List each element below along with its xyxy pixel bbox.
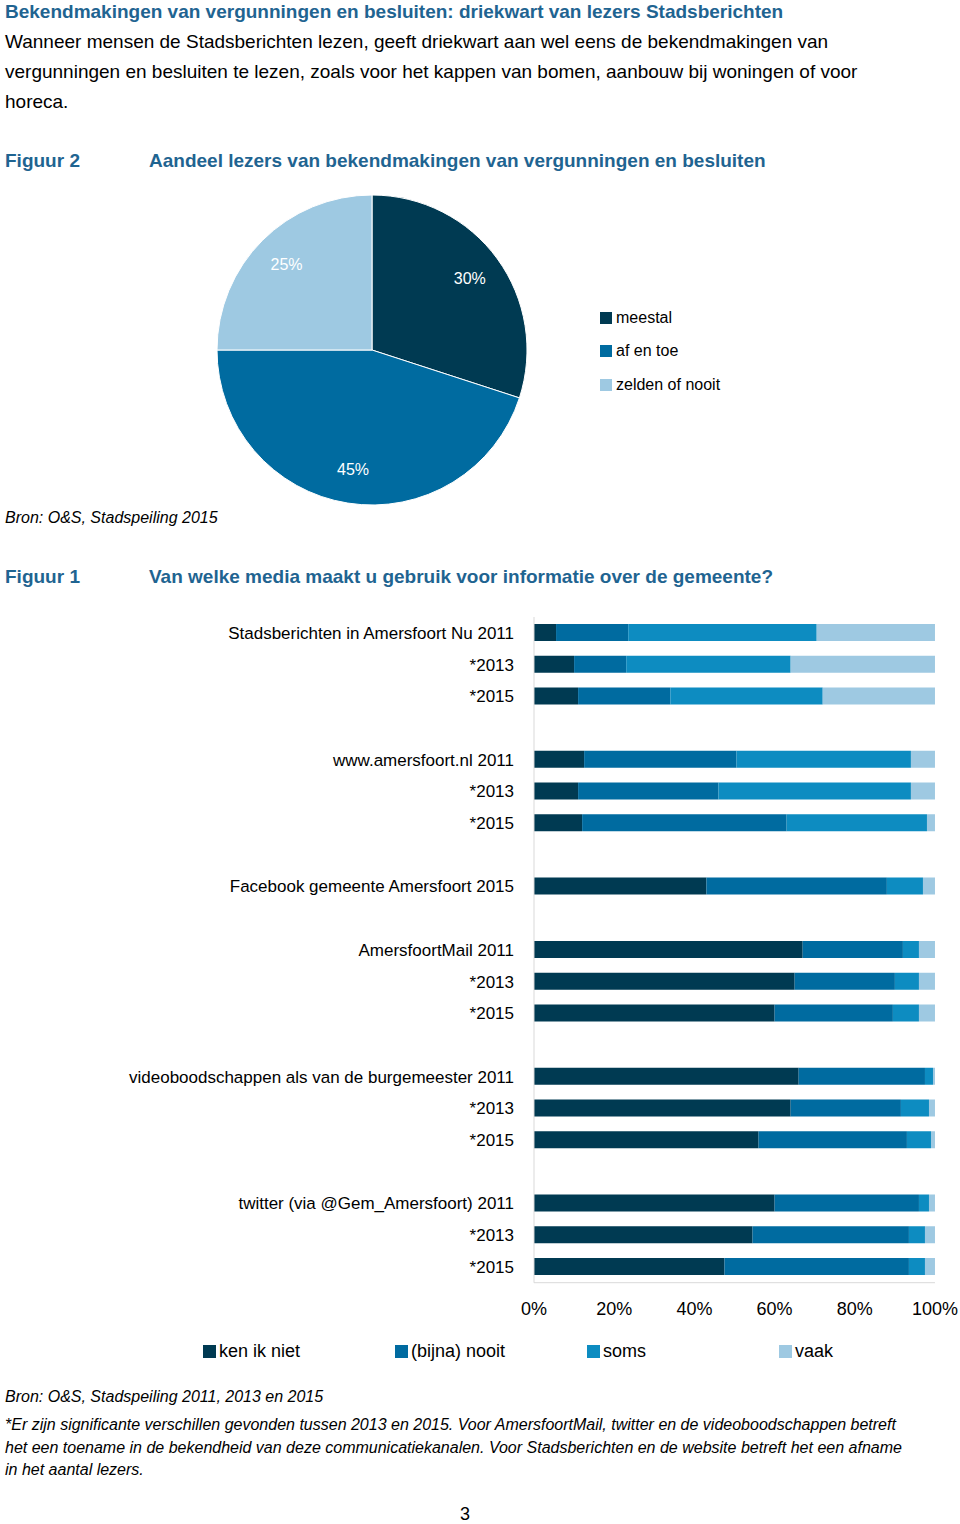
svg-text:0%: 0% xyxy=(521,1299,547,1319)
html-text:*Er zijn significante verschil: *Er zijn significante verschillen gevond… xyxy=(5,1416,902,1478)
html-text:zelden of nooit: zelden of nooit xyxy=(616,375,721,393)
svg-text:80%: 80% xyxy=(837,1299,873,1319)
html-text:Van welke media maakt u gebrui: Van welke media maakt u gebruik voor inf… xyxy=(149,566,773,587)
html-text:Figuur 1: Figuur 1 xyxy=(5,566,80,587)
svg-text:*2015: *2015 xyxy=(470,1258,514,1277)
html-text:Wanneer mensen de Stadsbericht: Wanneer mensen de Stadsberichten lezen, … xyxy=(5,31,858,112)
html-text:Aandeel lezers van bekendmakin: Aandeel lezers van bekendmakingen van ve… xyxy=(149,150,766,171)
svg-text:30%: 30% xyxy=(454,270,486,287)
svg-text:*2013: *2013 xyxy=(470,973,514,992)
html-text:Figuur 2: Figuur 2 xyxy=(5,150,80,171)
html-text:Bron: O&S, Stadspeiling 2011,: Bron: O&S, Stadspeiling 2011, 2013 en 20… xyxy=(5,1388,324,1405)
svg-text:videoboodschappen als van de b: videoboodschappen als van de burgemeeste… xyxy=(129,1068,514,1087)
html-text:3: 3 xyxy=(460,1504,470,1524)
html-text:soms: soms xyxy=(603,1341,646,1361)
svg-text:40%: 40% xyxy=(676,1299,712,1319)
html-text:vaak: vaak xyxy=(795,1341,833,1361)
html-text:Bekendmakingen van vergunninge: Bekendmakingen van vergunningen en beslu… xyxy=(5,1,784,22)
html-text:Bron: O&S, Stadspeiling 2015: Bron: O&S, Stadspeiling 2015 xyxy=(5,509,218,526)
html-text:(bijna) nooit: (bijna) nooit xyxy=(411,1341,506,1361)
svg-text:twitter (via @Gem_Amersfoort): twitter (via @Gem_Amersfoort) 2011 xyxy=(238,1194,514,1213)
svg-text:*2013: *2013 xyxy=(470,1099,514,1118)
svg-text:Stadsberichten in Amersfoort N: Stadsberichten in Amersfoort Nu 2011 xyxy=(228,624,514,643)
svg-text:*2015: *2015 xyxy=(470,687,514,706)
svg-text:20%: 20% xyxy=(596,1299,632,1319)
svg-text:*2015: *2015 xyxy=(470,814,514,833)
svg-text:*2013: *2013 xyxy=(470,782,514,801)
svg-text:AmersfoortMail 2011: AmersfoortMail 2011 xyxy=(359,941,514,960)
svg-text:100%: 100% xyxy=(912,1299,952,1319)
svg-text:*2015: *2015 xyxy=(470,1004,514,1023)
svg-text:*2013: *2013 xyxy=(470,1226,514,1245)
svg-text:60%: 60% xyxy=(757,1299,793,1319)
html-text:ken ik niet: ken ik niet xyxy=(219,1341,300,1361)
svg-text:*2015: *2015 xyxy=(470,1131,514,1150)
svg-text:*2013: *2013 xyxy=(470,656,514,675)
svg-text:45%: 45% xyxy=(337,461,369,478)
svg-text:25%: 25% xyxy=(270,256,302,273)
html-text:af en toe: af en toe xyxy=(616,342,679,360)
svg-text:www.amersfoort.nl 2011: www.amersfoort.nl 2011 xyxy=(332,751,514,770)
svg-text:Facebook gemeente Amersfoort 2: Facebook gemeente Amersfoort 2015 xyxy=(230,877,514,896)
html-text:meestal: meestal xyxy=(616,308,672,326)
